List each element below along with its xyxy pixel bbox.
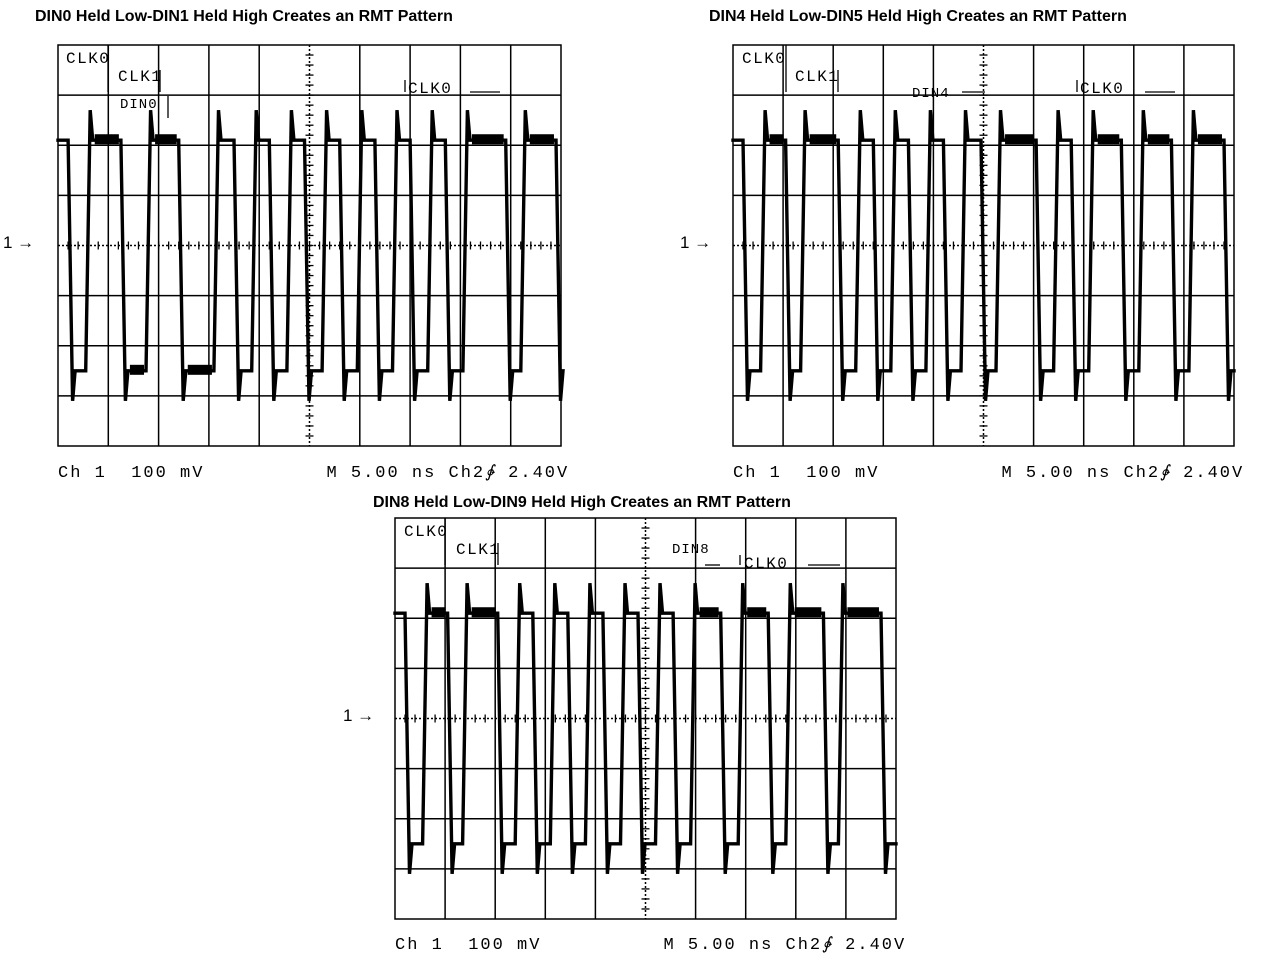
trigger-level-readout: 2.40V [845,936,907,955]
noise-band [809,134,837,145]
waveform-trace [56,110,565,402]
signal-label-clk0: CLK0 [742,50,786,68]
rising-edge-trigger-icon: ∲ [1160,464,1171,483]
signal-label-clk1: CLK1 [795,68,839,86]
spacer [444,936,468,955]
noise-band [747,607,767,618]
graticule [394,517,897,920]
channel-1-ground-marker: 1 → [3,232,35,252]
spacer [833,936,845,955]
scope-readout: Ch 1 100 mV M 5.00 ns Ch2∲ 2.40V [395,934,906,955]
signal-label-clk0: CLK0 [1080,80,1124,98]
vertical-scale-readout: 100 mV [131,464,205,483]
noise-band [529,134,554,145]
channel-readout: Ch 1 [58,464,107,483]
noise-band [129,364,145,375]
timebase-readout: M 5.00 ns [326,464,437,483]
noise-band [794,607,822,618]
channel-1-ground-marker: 1 → [680,232,712,252]
noise-band [431,607,446,618]
vertical-scale-readout: 100 mV [806,464,880,483]
noise-band [1147,134,1170,145]
signal-label-din0: DIN0 [120,97,158,113]
graticule [732,44,1235,447]
timebase-readout: M 5.00 ns [663,936,774,955]
waveform-trace [393,583,898,875]
trigger-channel-readout: Ch2 [1123,464,1161,483]
channel-readout: Ch 1 [733,464,782,483]
signal-label-din4: DIN4 [912,86,950,102]
scope-readout: Ch 1 100 mV M 5.00 ns Ch2∲ 2.40V [733,462,1244,483]
signal-label-clk1: CLK1 [456,541,500,559]
panel-title: DIN8 Held Low-DIN9 Held High Creates an … [373,494,791,511]
trigger-channel-readout: Ch2 [448,464,486,483]
signal-label-clk0: CLK0 [404,523,448,541]
noise-band [155,134,177,145]
vertical-scale-readout: 100 mV [468,936,542,955]
signal-label-clk0: CLK0 [744,555,788,573]
rising-edge-trigger-icon: ∲ [822,936,833,955]
channel-1-ground-marker: 1 → [343,705,375,725]
noise-band [471,607,496,618]
timebase-readout: M 5.00 ns [1001,464,1112,483]
signal-label-clk1: CLK1 [118,68,162,86]
scope-readout: Ch 1 100 mV M 5.00 ns Ch2∲ 2.40V [58,462,569,483]
spacer [773,936,785,955]
trigger-channel-readout: Ch2 [785,936,823,955]
panel-title: DIN4 Held Low-DIN5 Held High Creates an … [709,8,1127,25]
noise-band [769,134,784,145]
trigger-level-readout: 2.40V [508,464,570,483]
rising-edge-trigger-icon: ∲ [485,464,496,483]
noise-band [1197,134,1222,145]
noise-band [471,134,504,145]
channel-readout: Ch 1 [395,936,444,955]
signal-label-din8: DIN8 [672,542,710,558]
noise-band [1005,134,1035,145]
signal-label-clk0: CLK0 [66,50,110,68]
noise-band [94,134,119,145]
waveform-trace [731,110,1236,402]
signal-label-clk0: CLK0 [408,80,452,98]
trigger-level-readout: 2.40V [1183,464,1245,483]
noise-band [1097,134,1120,145]
noise-band [847,607,879,618]
panel-title: DIN0 Held Low-DIN1 Held High Creates an … [35,8,453,25]
noise-band [699,607,719,618]
noise-band [187,364,212,375]
spacer [541,936,663,955]
